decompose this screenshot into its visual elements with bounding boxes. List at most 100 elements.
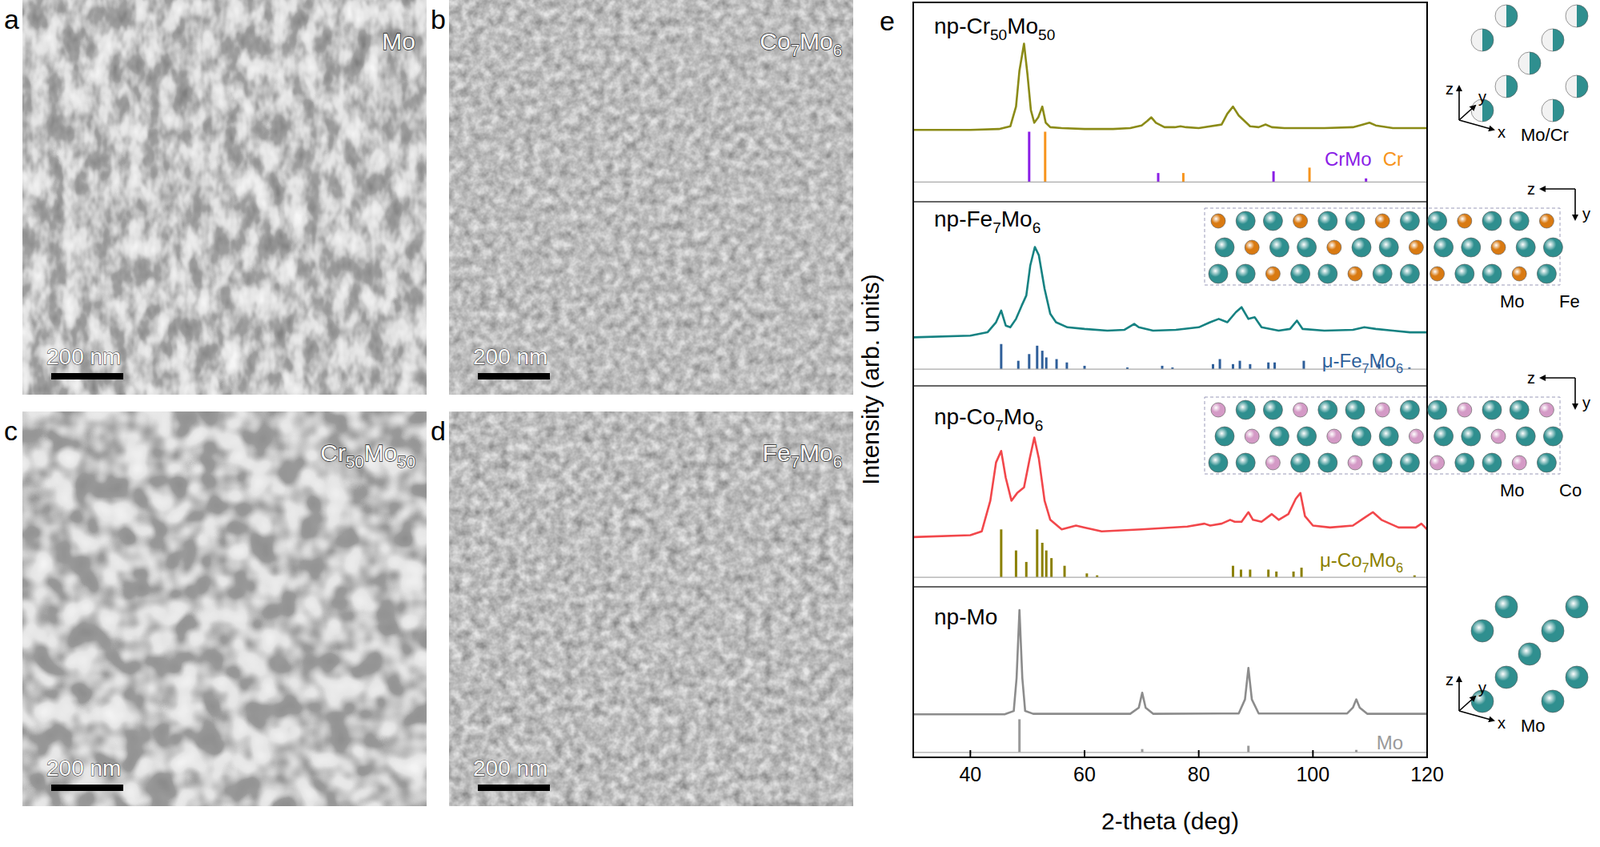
atom	[1457, 213, 1472, 229]
xrd-pattern	[913, 246, 1428, 337]
reference-stick	[1239, 569, 1243, 578]
scale-bar	[477, 372, 550, 380]
atom	[1491, 429, 1506, 444]
sem-image	[449, 411, 854, 807]
plot-area	[913, 437, 1428, 578]
x-tick	[1198, 749, 1200, 758]
sem-image	[449, 0, 854, 395]
atom	[1482, 453, 1502, 473]
atom	[1318, 400, 1338, 420]
panel-letter: b	[430, 4, 446, 35]
atom	[1543, 237, 1563, 257]
atom	[1372, 264, 1392, 284]
atom	[1541, 619, 1564, 642]
atom	[1211, 213, 1226, 229]
subscript: 50	[396, 453, 416, 471]
x-tick-label: 60	[1073, 762, 1096, 786]
atom	[1430, 455, 1445, 470]
subscript: 6	[1034, 417, 1044, 434]
atom	[1471, 28, 1494, 52]
atom	[1427, 211, 1448, 231]
atom-label: Mo/Cr	[1520, 124, 1569, 145]
text-part: CrMo	[1324, 148, 1372, 170]
reference-stick	[1018, 718, 1021, 752]
atom-label: Co	[1559, 480, 1582, 501]
reference-label: μ-Co7Mo6	[1319, 549, 1404, 575]
panel-letter: c	[4, 415, 18, 446]
atom	[1515, 426, 1536, 446]
scale-bar-label: 200 nm	[46, 344, 121, 369]
sem-image	[22, 0, 427, 395]
atom	[1345, 400, 1365, 420]
xrd-pattern	[913, 437, 1428, 538]
x-tick-label: 80	[1187, 762, 1211, 786]
text-part: μ-Co	[1319, 549, 1363, 571]
atom	[1461, 426, 1481, 446]
reference-stick	[1161, 365, 1164, 369]
text-part: Mo	[364, 439, 398, 466]
xrd-pattern	[913, 44, 1428, 131]
sem-label: Cr50Mo50	[320, 439, 416, 471]
atom	[1244, 240, 1260, 255]
reference-label: CrMo	[1324, 148, 1372, 170]
atom	[1351, 426, 1372, 446]
reference-stick	[1275, 571, 1278, 578]
unit-cell	[1204, 396, 1560, 474]
atom	[1208, 264, 1228, 284]
atom	[1291, 264, 1311, 284]
atom	[1215, 237, 1235, 257]
atom	[1427, 400, 1448, 420]
atom	[1351, 237, 1372, 257]
subscript: 7	[1362, 560, 1370, 575]
x-tick-label: 100	[1295, 762, 1330, 786]
atom	[1399, 400, 1420, 420]
reference-stick	[1041, 542, 1044, 578]
atom	[1495, 595, 1518, 618]
text-part: Mo	[1376, 731, 1404, 754]
reference-stick	[1211, 364, 1215, 369]
axis-arrow	[1459, 105, 1476, 121]
atom	[1541, 689, 1564, 713]
atom	[1495, 665, 1518, 689]
reference-label: Cr	[1383, 148, 1404, 170]
atom	[1565, 595, 1588, 618]
atom	[1565, 665, 1588, 689]
text-part: np-Mo	[934, 604, 998, 630]
atom	[1269, 237, 1289, 257]
crystal-inset: zyxMo/Cr	[1445, 4, 1588, 145]
atom	[1244, 429, 1260, 444]
atom	[1408, 240, 1424, 255]
sem-label: Mo	[381, 28, 416, 55]
text-part: Mo	[381, 28, 416, 55]
plot-area	[913, 44, 1428, 183]
x-tick	[1083, 749, 1086, 758]
axis-label: x	[1497, 713, 1506, 732]
text-part: Fe	[762, 439, 791, 466]
reference-label: Mo	[1376, 731, 1404, 754]
sem-label: Co7Mo6	[759, 28, 843, 60]
panel-separator	[913, 384, 1428, 387]
axis-arrow	[1458, 86, 1460, 121]
axis-arrow	[1574, 377, 1576, 409]
axis-label: y	[1582, 204, 1591, 223]
reference-stick	[1050, 557, 1053, 578]
subscript: 6	[1395, 560, 1404, 575]
reference-stick	[1085, 573, 1088, 578]
atom	[1536, 264, 1556, 284]
atom	[1539, 213, 1554, 229]
axis-arrow	[1540, 376, 1576, 379]
x-tick-label: 40	[958, 762, 982, 786]
subscript: 50	[345, 453, 365, 471]
text-part: np-Co	[934, 404, 995, 430]
atom	[1327, 429, 1342, 444]
atom	[1518, 52, 1541, 75]
atom	[1495, 75, 1518, 98]
scale-bar	[477, 784, 550, 791]
text-part: Cr	[320, 439, 346, 466]
atom	[1235, 453, 1256, 473]
atom	[1375, 213, 1390, 229]
atom	[1515, 237, 1536, 257]
x-axis-title: 2-theta (deg)	[1101, 807, 1240, 835]
axis-arrow	[1540, 188, 1576, 190]
panel-letter: d	[430, 415, 446, 446]
